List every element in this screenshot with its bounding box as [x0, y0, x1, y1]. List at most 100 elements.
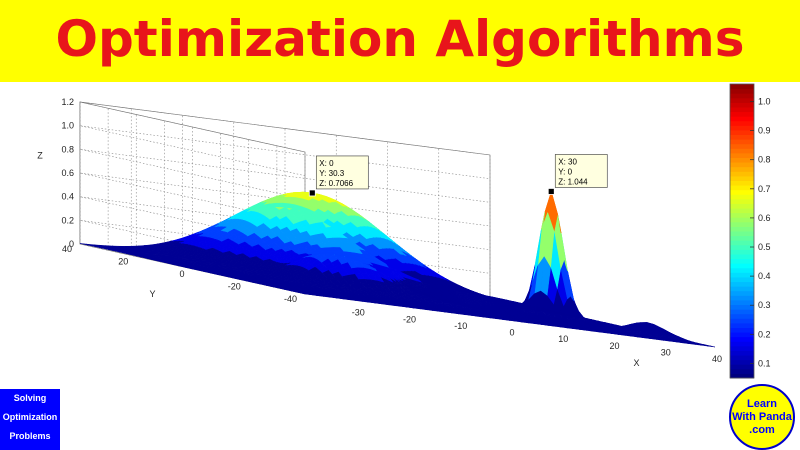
colorbar-segment [730, 198, 754, 204]
y-tick-label: 0 [179, 269, 184, 279]
colorbar-segment [730, 102, 754, 108]
datatip: X: 30Y: 0Z: 1.044 [547, 154, 608, 195]
z-axis-label: Z [37, 150, 43, 160]
grid-walls [79, 101, 716, 348]
colorbar-segment [730, 171, 754, 177]
colorbar-segment [730, 194, 754, 200]
colorbar-segment [730, 350, 754, 356]
colorbar-tick-label: 0.6 [758, 213, 771, 223]
page-title: Optimization Algorithms [55, 10, 745, 68]
learn-with-panda-badge: Learn With Panda .com [729, 384, 795, 450]
colorbar-segment [730, 240, 754, 246]
colorbar-segment [730, 327, 754, 333]
colorbar-segment [730, 226, 754, 232]
z-tick-label: 0.2 [61, 215, 74, 225]
colorbar-segment [730, 175, 754, 181]
colorbar-segment [730, 290, 754, 296]
colorbar-segment [730, 313, 754, 319]
colorbar-segment [730, 97, 754, 103]
colorbar-tick-label: 1.0 [758, 96, 771, 106]
badge-left-line: Optimization [2, 412, 58, 422]
colorbar-segment [730, 295, 754, 301]
colorbar-segment [730, 166, 754, 172]
solving-optimization-badge: Solving Optimization Problems [0, 389, 60, 450]
colorbar-segment [730, 368, 754, 374]
colorbar-segment [730, 120, 754, 126]
badge-left-line: Solving [13, 393, 47, 403]
x-tick-label: 30 [661, 347, 671, 357]
colorbar-segment [730, 281, 754, 287]
x-tick-label: 0 [509, 328, 514, 338]
colorbar-segment [730, 162, 754, 168]
colorbar-segment [730, 231, 754, 237]
badge-left-line: Problems [9, 431, 51, 441]
datatip-text: Z: 1.044 [558, 177, 588, 186]
colorbar-segment [730, 152, 754, 158]
colorbar-segment [730, 189, 754, 195]
datatip-text: X: 30 [558, 157, 577, 166]
x-tick-label: 20 [609, 341, 619, 351]
x-tick-label: -30 [352, 308, 365, 318]
colorbar-tick-label: 0.1 [758, 358, 771, 368]
x-tick-label: 40 [712, 354, 722, 364]
z-tick-label: 0.8 [61, 144, 74, 154]
x-tick-label: 10 [558, 334, 568, 344]
colorbar-tick-label: 0.4 [758, 271, 771, 281]
colorbar-segment [730, 212, 754, 218]
colorbar-segment [730, 359, 754, 365]
colorbar-segment [730, 143, 754, 149]
colorbar-segment [730, 253, 754, 260]
colorbar-segment [730, 299, 754, 305]
colorbar-segment [730, 336, 754, 342]
y-tick-label: -40 [284, 294, 297, 304]
colorbar-segment [730, 203, 754, 209]
colorbar-segment [730, 318, 754, 324]
surface-mesh [79, 191, 716, 348]
colorbar-segment [730, 93, 754, 99]
colorbar-tick-label: 0.9 [758, 126, 771, 136]
colorbar-segment [730, 345, 754, 351]
colorbar-tick-label: 0.5 [758, 242, 771, 252]
colorbar-segment [730, 148, 754, 154]
colorbar-segment [730, 125, 754, 131]
colorbar-segment [730, 139, 754, 145]
badge-right-line: .com [749, 423, 775, 436]
z-tick-label: 1.0 [61, 121, 74, 131]
colorbar-segment [730, 249, 754, 255]
datatip-text: Z: 0.7066 [319, 179, 353, 188]
colorbar-tick-label: 0.8 [758, 155, 771, 165]
x-axis-label: X [633, 358, 639, 368]
colorbar-segment [730, 111, 754, 117]
colorbar-segment [730, 221, 754, 227]
colorbar-segment [730, 267, 754, 273]
y-tick-label: 40 [62, 244, 72, 254]
z-tick-label: 1.2 [61, 97, 74, 107]
datatip-marker [308, 189, 316, 197]
colorbar-segment [730, 276, 754, 283]
colorbar-segment [730, 263, 754, 269]
datatip-marker [547, 188, 555, 195]
colorbar-tick-label: 0.2 [758, 329, 771, 339]
colorbar-segment [730, 106, 754, 113]
y-tick-label: 20 [118, 257, 128, 267]
colorbar-segment [730, 235, 754, 241]
colorbar-segment [730, 180, 754, 186]
colorbar-segment [730, 208, 754, 214]
z-tick-label: 0.4 [61, 192, 74, 202]
colorbar-segment [730, 134, 754, 140]
y-axis-label: Y [149, 289, 155, 299]
colorbar-segment [730, 88, 754, 94]
surface-plot: 00.20.40.60.81.01.2-40-2002040-30-20-100… [37, 97, 722, 368]
datatip-text: Y: 0 [558, 167, 572, 176]
colorbar-segment [730, 286, 754, 292]
badge-right-line: Learn [747, 397, 777, 410]
badge-right-line: With Panda [732, 410, 792, 423]
colorbar-segment [730, 258, 754, 264]
colorbar-tick-label: 0.7 [758, 184, 771, 194]
title-banner: Optimization Algorithms [0, 0, 800, 82]
colorbar-segment [730, 272, 754, 278]
colorbar-segment [730, 364, 754, 370]
colorbar-segment [730, 341, 754, 347]
x-tick-label: -10 [454, 321, 467, 331]
z-tick-label: 0.6 [61, 168, 74, 178]
